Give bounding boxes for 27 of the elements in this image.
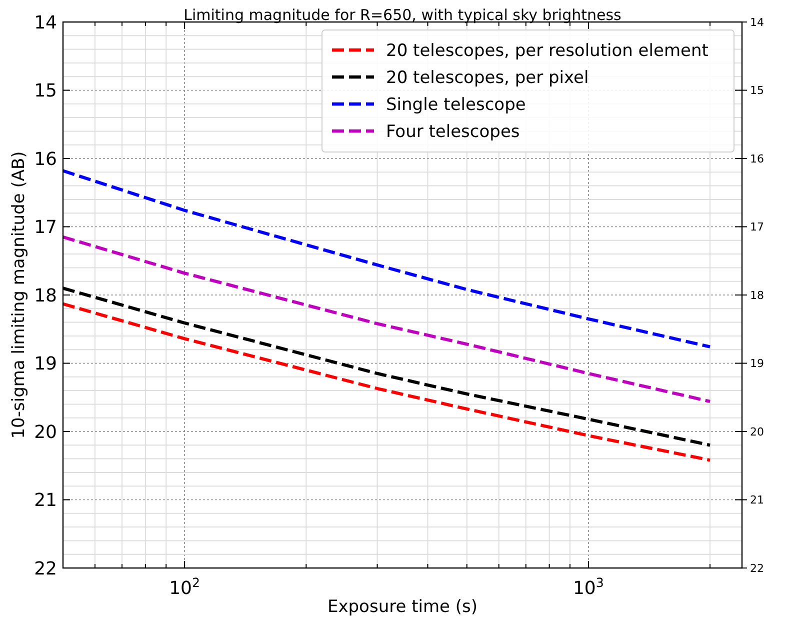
y2-tick-label: 19 xyxy=(750,357,764,370)
y-tick-label: 18 xyxy=(34,285,57,306)
y-tick-label: 19 xyxy=(34,354,57,375)
y2-tick-label: 22 xyxy=(750,562,764,575)
legend-label: 20 telescopes, per pixel xyxy=(386,68,589,88)
y-tick-label: 22 xyxy=(34,558,57,580)
y2-tick-label: 20 xyxy=(750,425,764,438)
y-axis-title: 10-sigma limiting magnitude (AB) xyxy=(9,151,29,439)
x-tick-label: 10$^{3}$ xyxy=(572,574,604,599)
y2-tick-label: 16 xyxy=(750,152,764,166)
x-axis-title: Exposure time (s) xyxy=(327,597,478,617)
legend-label: 20 telescopes, per resolution element xyxy=(386,40,709,61)
y2-tick-label: 21 xyxy=(750,494,764,507)
y-tick-label: 17 xyxy=(34,217,57,238)
y2-tick-label: 14 xyxy=(750,16,764,29)
y-tick-label: 21 xyxy=(34,490,57,512)
legend-label: Four telescopes xyxy=(386,122,520,142)
y2-tick-label: 15 xyxy=(750,84,764,98)
y-tick-label: 15 xyxy=(34,80,57,102)
y2-tick-label: 18 xyxy=(750,288,764,302)
y-tick-label: 16 xyxy=(34,148,57,170)
y2-tick-label: 17 xyxy=(750,220,764,234)
y-tick-label: 14 xyxy=(34,12,57,34)
chart-title: Limiting magnitude for R=650, with typical sky brightness xyxy=(184,6,622,24)
y-tick-label: 20 xyxy=(34,422,57,443)
legend-label: Single telescope xyxy=(386,94,526,115)
x-tick-label: 10$^{2}$ xyxy=(169,574,200,599)
